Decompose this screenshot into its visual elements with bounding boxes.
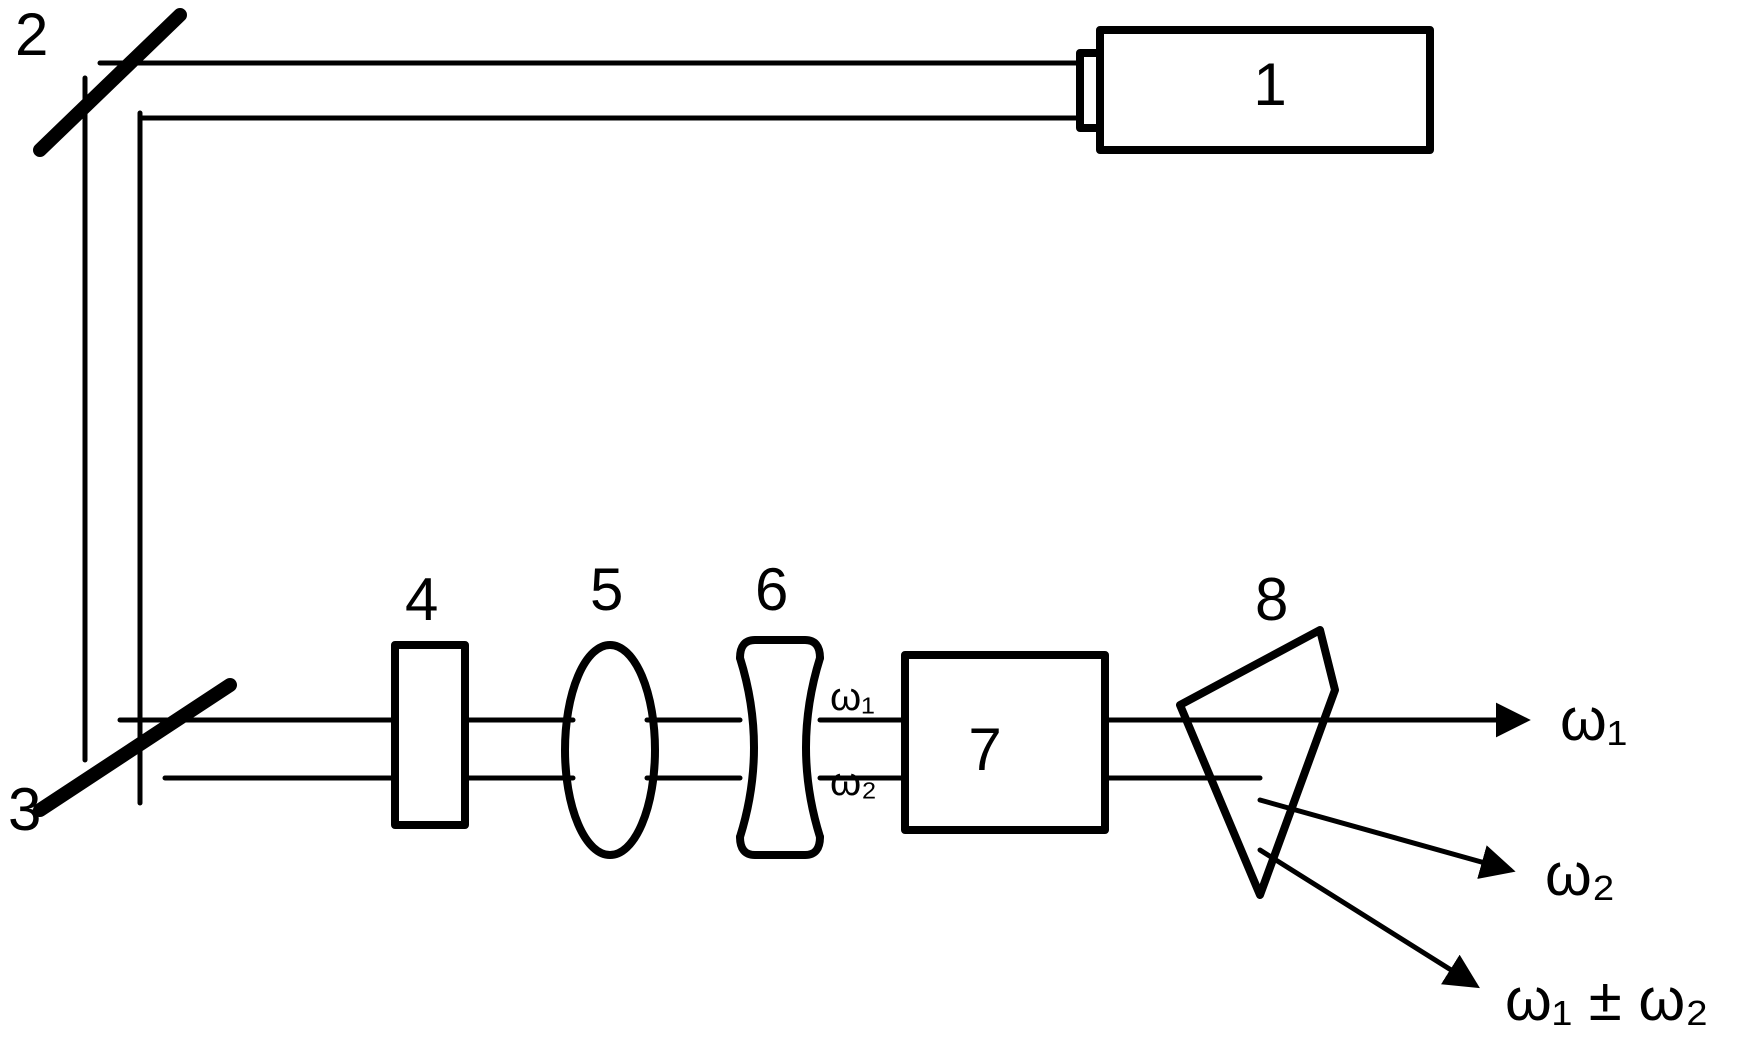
label-3: 3 xyxy=(8,776,41,843)
label-4: 4 xyxy=(405,566,438,633)
mirror-3 xyxy=(40,685,230,810)
label-output-ray2: ω₂ xyxy=(1545,841,1615,908)
block-4 xyxy=(395,645,465,825)
output-ray3 xyxy=(1260,850,1475,985)
label-8: 8 xyxy=(1255,566,1288,633)
element-6-right xyxy=(806,658,820,837)
label-output-ray3: ω₁ ± ω₂ xyxy=(1505,966,1709,1033)
element-6-left xyxy=(740,658,754,837)
block-7 xyxy=(905,655,1105,830)
label-2: 2 xyxy=(15,1,48,68)
label-omega2-mid: ω₂ xyxy=(830,760,877,804)
lens-5 xyxy=(565,645,655,855)
element-6-botcap xyxy=(740,837,820,855)
label-5: 5 xyxy=(590,556,623,623)
element-6-topcap xyxy=(740,640,820,658)
label-omega1-mid: ω₁ xyxy=(830,675,875,719)
label-6: 6 xyxy=(755,556,788,623)
mirror-2 xyxy=(40,15,180,150)
prism-8 xyxy=(1180,630,1335,895)
label-1: 1 xyxy=(1253,51,1286,118)
label-7: 7 xyxy=(968,716,1001,783)
label-output-ray1: ω₁ xyxy=(1560,686,1627,753)
output-ray2 xyxy=(1260,800,1510,870)
